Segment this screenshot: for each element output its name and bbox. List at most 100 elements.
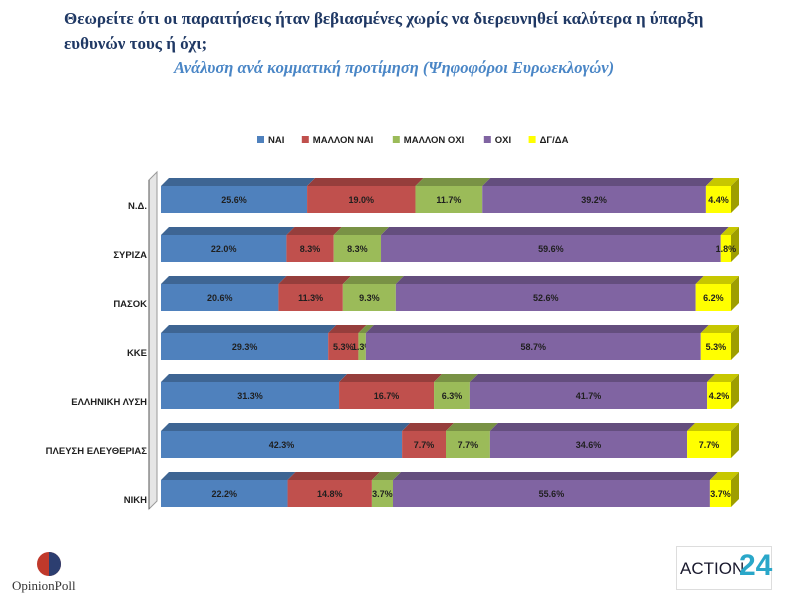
- action24-logo: ACTION 24: [676, 546, 772, 590]
- data-label: 22.0%: [211, 244, 237, 254]
- bar-top: [161, 276, 287, 284]
- bar-segment: [707, 382, 731, 409]
- data-label: 58.7%: [521, 342, 547, 352]
- data-label: 6.2%: [703, 293, 724, 303]
- data-label: 1.3%: [352, 342, 373, 352]
- legend-label-0: ΝΑΙ: [268, 135, 284, 146]
- data-label: 29.3%: [232, 342, 258, 352]
- bar-top: [489, 423, 696, 431]
- bar-segment: [687, 431, 731, 458]
- bar-segment: [371, 480, 393, 507]
- bar-segment: [328, 333, 359, 360]
- data-label: 59.6%: [538, 244, 564, 254]
- data-label: 3.7%: [710, 489, 731, 499]
- bar-segment: [287, 480, 372, 507]
- bar-side: [731, 472, 739, 507]
- bar-top: [695, 276, 739, 284]
- data-label: 42.3%: [269, 440, 295, 450]
- chart-side-wall: [148, 170, 158, 511]
- data-label: 9.3%: [359, 293, 380, 303]
- bar-segment: [161, 431, 403, 458]
- category-label: ΕΛΛΗΝΙΚΗ ΛΥΣΗ: [71, 397, 147, 408]
- legend-label-3: ΟΧΙ: [495, 135, 511, 146]
- bar-top: [161, 325, 337, 333]
- bar-top: [469, 374, 716, 382]
- bar-segment: [161, 382, 340, 409]
- data-label: 52.6%: [533, 293, 559, 303]
- legend-swatch-4: [528, 136, 536, 143]
- bar-segment: [482, 186, 706, 213]
- bar-top: [381, 227, 729, 235]
- data-label: 25.6%: [221, 195, 247, 205]
- data-label: 7.7%: [458, 440, 479, 450]
- bar-top: [709, 472, 739, 480]
- bar-top: [395, 276, 704, 284]
- bar-top: [705, 178, 739, 186]
- data-label: 11.7%: [436, 195, 461, 205]
- bar-top: [328, 325, 367, 333]
- bar-segment: [489, 431, 688, 458]
- bar-segment: [286, 235, 334, 262]
- bar-top: [720, 227, 739, 235]
- legend-swatch-1: [301, 136, 309, 143]
- category-label: ΠΛΕΥΣΗ ΕΛΕΥΘΕΡΙΑΣ: [46, 446, 148, 457]
- data-label: 41.7%: [576, 391, 602, 401]
- bar-segment: [705, 186, 731, 213]
- bar-segment: [161, 186, 308, 213]
- category-label: Ν.Δ.: [128, 201, 147, 212]
- bar-top: [161, 178, 316, 186]
- bar-side: [731, 178, 739, 213]
- bar-segment: [720, 235, 731, 262]
- bar-segment: [161, 235, 287, 262]
- bar-segment: [469, 382, 708, 409]
- bar-top: [333, 227, 390, 235]
- bar-top: [707, 374, 739, 382]
- data-label: 19.0%: [349, 195, 375, 205]
- bar-segment: [278, 284, 343, 311]
- bar-top: [161, 423, 411, 431]
- category-label: ΝΙΚΗ: [124, 495, 147, 506]
- bar-top: [402, 423, 454, 431]
- bar-top: [278, 276, 351, 284]
- bar-top: [392, 472, 718, 480]
- legend-label-4: ΔΓ/ΔΑ: [540, 135, 569, 146]
- bar-top: [342, 276, 404, 284]
- bar-segment: [358, 333, 366, 360]
- bar-segment: [395, 284, 696, 311]
- data-label: 1.8%: [716, 244, 737, 254]
- data-label: 11.3%: [298, 293, 323, 303]
- bar-top: [365, 325, 709, 333]
- bar-segment: [446, 431, 490, 458]
- data-label: 14.8%: [317, 489, 343, 499]
- data-label: 4.2%: [709, 391, 730, 401]
- bar-top: [434, 374, 478, 382]
- bar-segment: [695, 284, 731, 311]
- bar-segment: [339, 382, 435, 409]
- data-label: 3.7%: [372, 489, 393, 499]
- bar-top: [161, 227, 295, 235]
- bar-top: [307, 178, 424, 186]
- data-label: 5.3%: [333, 342, 354, 352]
- opinion-poll-logo-icon: [37, 552, 61, 576]
- data-label: 20.6%: [207, 293, 233, 303]
- category-label: ΣΥΡΙΖΑ: [113, 250, 147, 261]
- data-label: 31.3%: [237, 391, 263, 401]
- data-label: 6.3%: [442, 391, 463, 401]
- opinion-poll-wordmark: OpinionPoll: [12, 578, 76, 593]
- chart-subtitle: Ανάλυση ανά κομματική προτίμηση (Ψηφοφόρ…: [174, 58, 615, 77]
- bar-top: [687, 423, 739, 431]
- bar-segment: [381, 235, 721, 262]
- data-label: 16.7%: [374, 391, 400, 401]
- legend-label-1: ΜΑΛΛΟΝ ΝΑΙ: [313, 135, 373, 146]
- bar-segment: [161, 480, 288, 507]
- bar-top: [339, 374, 443, 382]
- data-label: 4.4%: [708, 195, 729, 205]
- bar-top: [700, 325, 739, 333]
- bar-segment: [709, 480, 731, 507]
- legend-swatch-0: [257, 136, 264, 143]
- data-label: 8.3%: [347, 244, 368, 254]
- bar-side: [731, 276, 739, 311]
- bar-segment: [392, 480, 710, 507]
- bar-segment: [365, 333, 701, 360]
